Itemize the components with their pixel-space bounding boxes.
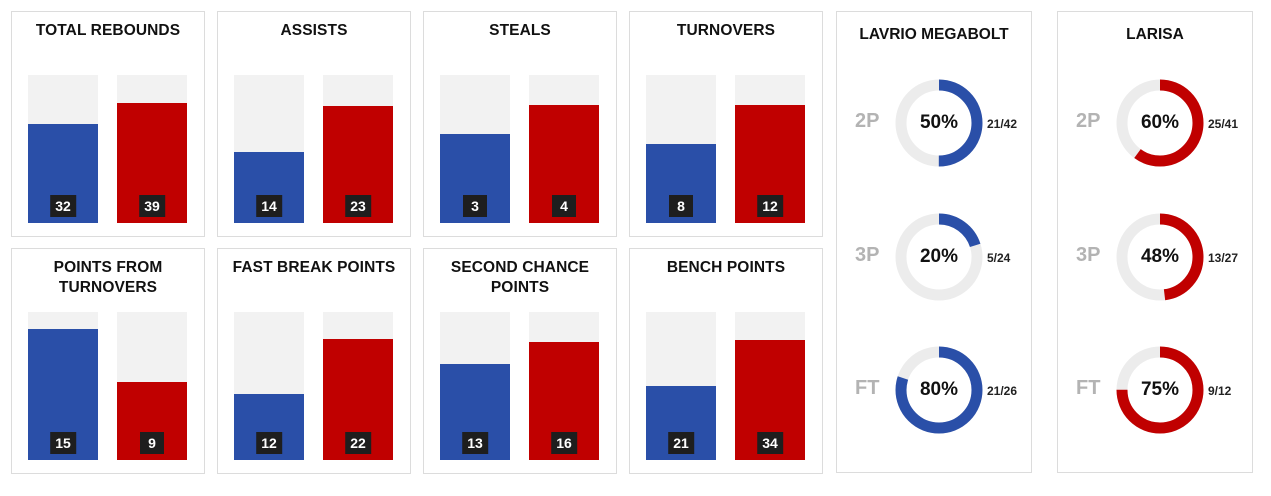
bar-track-away: 22 (323, 312, 393, 460)
donut-arc (895, 79, 983, 167)
donut-3p: 20% (894, 212, 984, 302)
stat-title: TURNOVERS (676, 22, 776, 39)
stat-card-assists: ASSISTS 14 23 (217, 11, 411, 237)
shot-type-label: FT (855, 377, 880, 399)
bar-value-label-home: 13 (462, 432, 488, 454)
donut-svg (895, 346, 983, 434)
stat-card-second-chance-points: SECOND CHANCE POINTS 13 16 (423, 248, 617, 474)
bar-value-label-home: 12 (256, 432, 282, 454)
donut-percent-label: 60% (1140, 112, 1180, 133)
donut-3p: 48% (1115, 212, 1205, 302)
bar-value-label-home: 14 (256, 195, 282, 217)
donut-percent-label: 75% (1140, 379, 1180, 400)
donut-percent-label: 48% (1140, 246, 1180, 267)
bar-track-home: 32 (28, 75, 98, 223)
stat-title: ASSISTS (280, 22, 348, 39)
donut-arc (1116, 346, 1204, 434)
shot-type-label: 2P (855, 110, 880, 132)
stat-title: FAST BREAK POINTS (232, 259, 396, 276)
bar-value-label-home: 21 (668, 432, 694, 454)
shots-made-attempted: 5/24 (987, 251, 1011, 265)
bar-value-label-home: 15 (50, 432, 76, 454)
shot-type-label: 2P (1076, 110, 1101, 132)
stat-title: BENCH POINTS (666, 259, 786, 276)
shot-type-label: 3P (855, 244, 880, 266)
bar-value-label-away: 22 (345, 432, 371, 454)
shots-made-attempted: 13/27 (1208, 251, 1239, 265)
donut-ft: 75% (1115, 345, 1205, 435)
shot-type-label: 3P (1076, 244, 1101, 266)
bar-value-label-away: 16 (551, 432, 577, 454)
bar-track-home: 12 (234, 312, 304, 460)
bar-track-away: 34 (735, 312, 805, 460)
stat-card-turnovers: TURNOVERS 8 12 (629, 11, 823, 237)
bar-track-home: 3 (440, 75, 510, 223)
bar-value-label-away: 39 (139, 195, 165, 217)
donut-svg (895, 79, 983, 167)
shots-made-attempted: 21/26 (987, 384, 1018, 398)
bar-track-home: 8 (646, 75, 716, 223)
stat-title: SECOND CHANCE POINTS (450, 259, 590, 296)
shooting-card-lavrio-megabolt: LAVRIO MEGABOLT 2P 50% 21/42 3P 20% 5/24 FT 80% 2… (836, 11, 1032, 473)
donut-percent-label: 50% (919, 112, 959, 133)
bar-track-home: 15 (28, 312, 98, 460)
bar-track-home: 21 (646, 312, 716, 460)
bar-value-label-away: 9 (140, 432, 164, 454)
donut-arc (895, 213, 983, 301)
bar-track-away: 4 (529, 75, 599, 223)
bar-value-label-home: 3 (463, 195, 487, 217)
bar-value-label-away: 12 (757, 195, 783, 217)
donut-ft: 80% (894, 345, 984, 435)
shot-type-label: FT (1076, 377, 1101, 399)
shooting-card-larisa: LARISA 2P 60% 25/41 3P 48% 13/27 FT 75% 9/12 (1057, 11, 1253, 473)
donut-svg (895, 213, 983, 301)
bar-value-label-home: 8 (669, 195, 693, 217)
donut-svg (1116, 213, 1204, 301)
bar-track-home: 13 (440, 312, 510, 460)
bar-value-label-away: 23 (345, 195, 371, 217)
shots-made-attempted: 21/42 (987, 117, 1018, 131)
donut-percent-label: 80% (919, 379, 959, 400)
bar-track-away: 39 (117, 75, 187, 223)
stat-title: STEALS (489, 22, 551, 39)
donut-svg (1116, 346, 1204, 434)
donut-svg (1116, 79, 1204, 167)
stat-card-total-rebounds: TOTAL REBOUNDS 32 39 (11, 11, 205, 237)
shots-made-attempted: 25/41 (1208, 117, 1239, 131)
bar-track-away: 23 (323, 75, 393, 223)
bar-track-home: 14 (234, 75, 304, 223)
team-name: LAVRIO MEGABOLT (859, 26, 1009, 43)
stat-title: POINTS FROM TURNOVERS (53, 259, 163, 296)
stat-title: TOTAL REBOUNDS (35, 22, 181, 39)
stat-card-fast-break-points: FAST BREAK POINTS 12 22 (217, 248, 411, 474)
stat-card-points-from-turnovers: POINTS FROM TURNOVERS 15 9 (11, 248, 205, 474)
donut-arc (1116, 213, 1204, 301)
donut-arc (1116, 79, 1204, 167)
team-name: LARISA (1126, 26, 1184, 43)
bar-track-away: 9 (117, 312, 187, 460)
bar-track-away: 12 (735, 75, 805, 223)
donut-2p: 60% (1115, 78, 1205, 168)
bar-value-label-home: 32 (50, 195, 76, 217)
donut-2p: 50% (894, 78, 984, 168)
donut-percent-label: 20% (919, 246, 959, 267)
donut-arc (895, 346, 983, 434)
bar-value-label-away: 34 (757, 432, 783, 454)
shots-made-attempted: 9/12 (1208, 384, 1232, 398)
bar-track-away: 16 (529, 312, 599, 460)
stat-card-bench-points: BENCH POINTS 21 34 (629, 248, 823, 474)
bar-value-label-away: 4 (552, 195, 576, 217)
stat-card-steals: STEALS 3 4 (423, 11, 617, 237)
